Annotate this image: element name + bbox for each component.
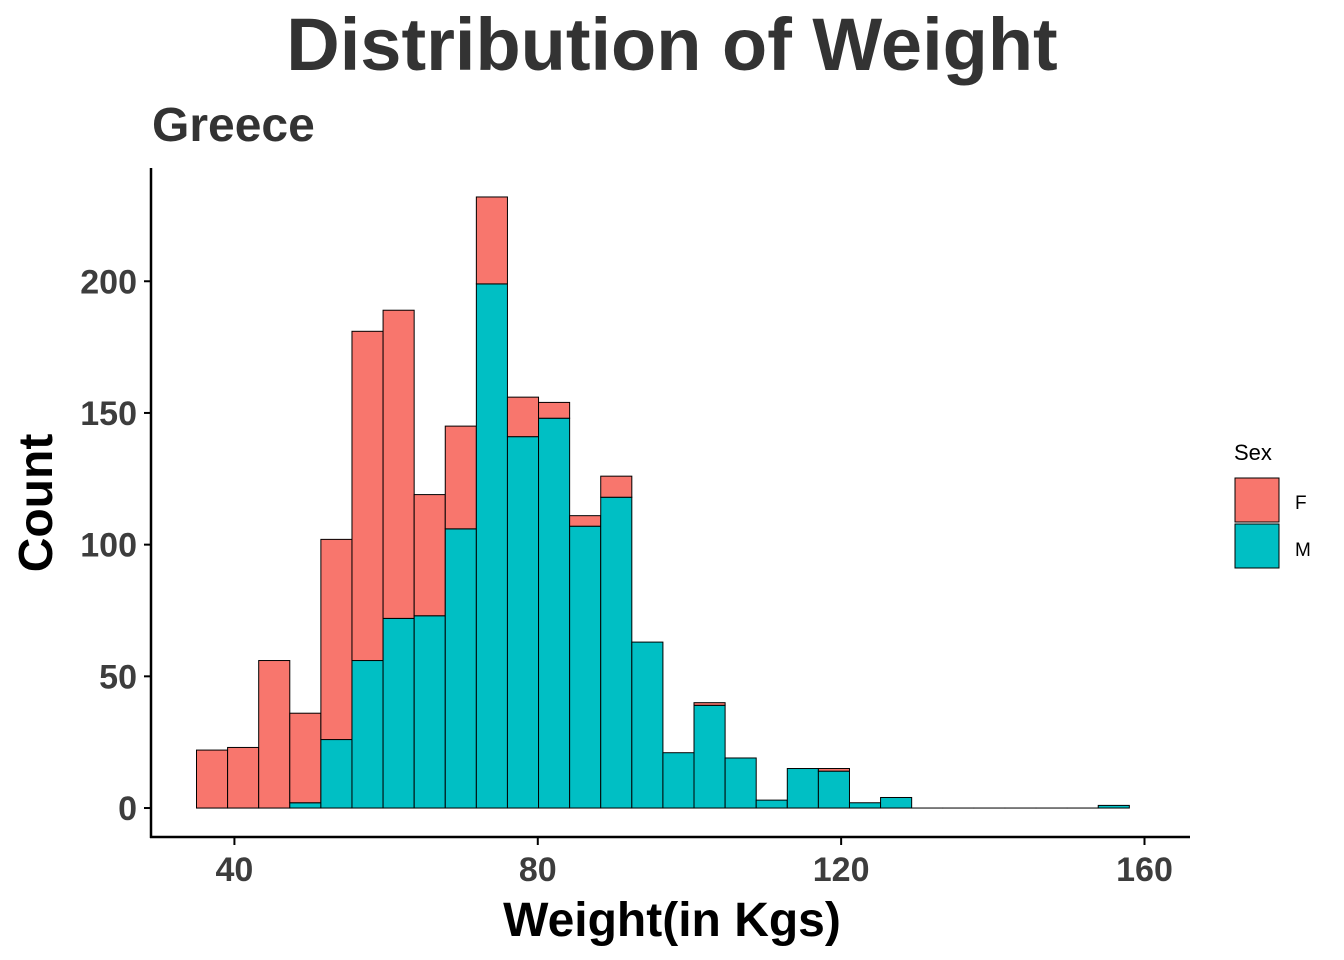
bar-m-bin-16 [693, 704, 726, 809]
legend-title: Sex [1234, 440, 1272, 465]
bar-m-bin-21 [848, 802, 882, 809]
bar-f-bin-10 [506, 396, 540, 438]
bar-m-bin-4 [320, 739, 353, 809]
legend-label-f: F [1295, 493, 1307, 514]
y-tick-label: 150 [80, 395, 137, 433]
bar-m-bin-19 [786, 768, 819, 809]
bar-f-bin-3 [289, 712, 322, 804]
chart-subtitle: Greece [152, 99, 315, 152]
bar-m-bin-15 [662, 752, 695, 809]
x-tick-label: 80 [519, 851, 557, 889]
bars-group [196, 196, 1130, 809]
legend-swatch-m [1234, 523, 1280, 569]
y-tick-label: 100 [80, 527, 137, 565]
bar-f-bin-4 [320, 538, 353, 741]
y-ticks-group: 0 50 100 150 200 [80, 263, 151, 828]
bar-f-bin-16 [693, 702, 726, 706]
legend-label-m: M [1295, 540, 1311, 561]
x-tick-label: 40 [216, 851, 254, 889]
bar-m-bin-22 [880, 796, 913, 809]
y-axis-label: Count [10, 434, 63, 573]
y-tick-label: 200 [80, 263, 137, 301]
y-tick-label: 0 [118, 790, 137, 828]
bar-m-bin-17 [724, 757, 757, 809]
bar-f-bin-12 [569, 515, 602, 527]
bar-m-bin-14 [631, 641, 664, 809]
bar-f-bin-7 [413, 494, 446, 617]
bar-f-bin-13 [600, 475, 633, 498]
legend: Sex F M [1234, 440, 1311, 569]
bar-f-bin-6 [382, 309, 415, 619]
bar-f-bin-2 [258, 660, 291, 809]
bar-m-bin-3 [289, 802, 322, 809]
bar-m-bin-6 [382, 617, 415, 809]
x-axis-label: Weight(in Kgs) [503, 894, 841, 947]
x-tick-label: 160 [1116, 851, 1173, 889]
bar-m-bin-20 [817, 770, 850, 809]
bar-m-bin-18 [755, 799, 788, 809]
bar-f-bin-1 [227, 746, 260, 809]
y-tick-label: 50 [99, 658, 137, 696]
bar-f-bin-9 [475, 196, 508, 285]
bar-f-bin-11 [538, 401, 571, 419]
legend-swatch-f [1234, 477, 1280, 523]
bar-f-bin-20 [817, 768, 850, 772]
bar-m-bin-13 [600, 496, 633, 809]
bar-m-bin-8 [444, 528, 477, 809]
bar-f-bin-0 [196, 749, 229, 809]
bar-m-bin-29 [1097, 804, 1130, 809]
bar-m-bin-10 [506, 436, 540, 809]
bar-f-bin-5 [351, 330, 384, 662]
bar-m-bin-12 [569, 525, 602, 809]
bar-m-bin-9 [475, 283, 508, 809]
x-ticks-group: 40 80 120 160 [216, 837, 1173, 889]
chart-title: Distribution of Weight [286, 3, 1057, 86]
x-tick-label: 120 [813, 851, 870, 889]
bar-m-bin-11 [538, 417, 571, 809]
bar-f-bin-8 [444, 425, 477, 530]
bar-m-bin-5 [351, 660, 384, 809]
bar-m-bin-7 [413, 615, 446, 809]
